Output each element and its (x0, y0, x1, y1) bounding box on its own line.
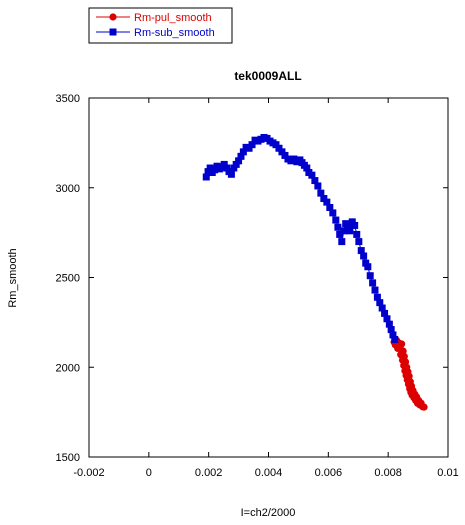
y-tick-label: 2500 (56, 273, 80, 285)
series-rm-pul-smooth (390, 336, 428, 411)
data-point (362, 259, 370, 267)
data-point (232, 160, 240, 168)
series-rm-sub-smooth (202, 133, 399, 343)
data-point (353, 230, 361, 238)
data-point (323, 198, 331, 206)
data-point (346, 227, 354, 235)
series-layer (202, 133, 428, 411)
data-point (387, 326, 395, 334)
y-axis: 1500 2000 2500 3000 3500 (56, 93, 448, 464)
data-point (348, 218, 356, 226)
data-point (211, 166, 219, 174)
data-point (248, 141, 256, 149)
data-point (344, 223, 352, 231)
data-point (405, 372, 413, 380)
data-point (381, 309, 389, 317)
data-point (351, 221, 359, 229)
data-point (275, 144, 283, 152)
y-tick-label: 2000 (56, 362, 80, 374)
legend-item: Rm-pul_smooth (96, 12, 212, 24)
data-point (366, 272, 374, 280)
data-point (206, 164, 214, 172)
data-point (281, 151, 289, 159)
legend-item: Rm-sub_smooth (96, 27, 215, 39)
data-point (230, 164, 238, 172)
data-point (401, 358, 410, 366)
legend: Rm-pul_smooth Rm-sub_smooth (88, 7, 233, 44)
data-point (303, 164, 311, 172)
x-tick-label: 0.008 (374, 467, 402, 479)
data-point (204, 168, 212, 176)
data-point (400, 352, 408, 361)
y-tick-label: 3000 (56, 183, 80, 195)
data-point (391, 335, 399, 343)
y-tick-label: 3500 (56, 93, 80, 105)
data-point (245, 144, 253, 152)
data-point (308, 171, 316, 179)
x-tick-label: 0.01 (437, 467, 458, 479)
data-point (373, 293, 381, 301)
data-point (371, 286, 379, 294)
data-point (389, 331, 397, 339)
data-point (340, 227, 348, 235)
x-tick-label: 0 (146, 467, 152, 479)
data-point (369, 279, 377, 287)
data-point (311, 177, 319, 185)
data-point (326, 203, 334, 211)
data-point (336, 230, 344, 238)
data-point (338, 238, 346, 246)
legend-label: Rm-sub_smooth (134, 27, 215, 39)
x-tick-label: 0.006 (315, 467, 343, 479)
data-point (227, 170, 235, 178)
data-point (385, 320, 393, 328)
data-point (314, 182, 322, 190)
data-point (357, 247, 365, 255)
data-point (383, 315, 391, 323)
legend-marker (109, 28, 117, 36)
data-point (364, 263, 372, 271)
data-point (398, 340, 406, 348)
x-tick-label: 0.004 (255, 467, 283, 479)
data-point (342, 220, 350, 228)
data-point (237, 152, 245, 160)
data-point (272, 141, 280, 149)
data-point (378, 304, 386, 312)
data-point (329, 209, 337, 217)
data-point (376, 299, 384, 307)
data-point (355, 238, 363, 246)
plot-frame (88, 97, 449, 458)
data-point (320, 195, 328, 203)
x-axis-label: I=ch2/2000 (241, 507, 296, 519)
data-point (278, 148, 286, 156)
legend-label: Rm-pul_smooth (134, 12, 212, 24)
x-tick-label: -0.002 (73, 467, 104, 479)
data-point (420, 403, 428, 411)
data-point (235, 157, 243, 165)
data-point (399, 347, 407, 355)
legend-marker (109, 13, 117, 21)
y-tick-label: 1500 (56, 452, 80, 464)
data-point (239, 148, 247, 156)
data-point (317, 189, 325, 197)
chart-title: tek0009ALL (234, 69, 301, 83)
x-axis: -0.002 0 0.002 0.004 0.006 0.008 0.01 (73, 98, 459, 479)
data-point (360, 252, 368, 260)
data-point (332, 216, 340, 224)
data-point (334, 223, 342, 231)
data-point (202, 173, 210, 181)
y-axis-label: Rm_smooth (7, 248, 19, 307)
data-point (220, 160, 228, 168)
data-point (223, 164, 231, 172)
x-tick-label: 0.002 (195, 467, 223, 479)
